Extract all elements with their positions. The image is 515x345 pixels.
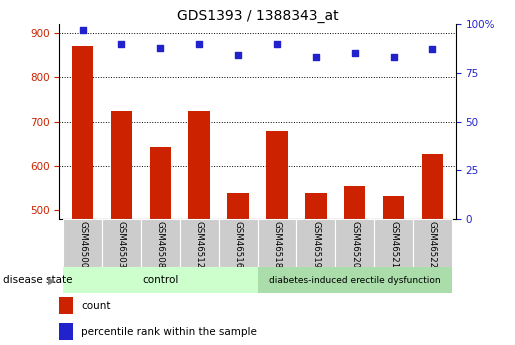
Point (351, 51, 359, 56)
Bar (258, 267, 452, 293)
Bar (227, 194, 249, 219)
Bar (63, 219, 102, 267)
Bar (63, 267, 258, 293)
Bar (296, 219, 335, 267)
Point (312, 55, 320, 60)
Bar (374, 219, 413, 267)
Bar (335, 219, 374, 267)
Text: GSM46500: GSM46500 (78, 220, 87, 268)
Point (389, 55, 398, 60)
Point (156, 45, 164, 50)
Text: disease state: disease state (3, 276, 72, 285)
Text: GSM46522: GSM46522 (428, 220, 437, 268)
Bar (266, 131, 288, 219)
Bar (422, 154, 443, 219)
Bar (102, 219, 141, 267)
Point (195, 41, 203, 47)
Text: GSM46521: GSM46521 (389, 220, 398, 268)
Text: GSM46519: GSM46519 (311, 220, 320, 268)
Bar (305, 193, 327, 219)
Text: count: count (81, 301, 111, 310)
Point (273, 41, 281, 47)
Point (117, 41, 126, 47)
Bar (188, 111, 210, 219)
Title: GDS1393 / 1388343_at: GDS1393 / 1388343_at (177, 9, 338, 23)
Text: diabetes-induced erectile dysfunction: diabetes-induced erectile dysfunction (269, 276, 440, 285)
Text: GSM46503: GSM46503 (117, 220, 126, 268)
Bar (72, 46, 93, 219)
Bar (258, 219, 296, 267)
Point (234, 52, 242, 58)
Text: control: control (142, 275, 179, 285)
Text: GSM46512: GSM46512 (195, 220, 204, 268)
Text: GSM46508: GSM46508 (156, 220, 165, 268)
Bar (413, 219, 452, 267)
Bar (141, 219, 180, 267)
Bar (59, 323, 73, 340)
Text: GSM46516: GSM46516 (234, 220, 243, 268)
Bar (383, 196, 404, 219)
Bar (219, 219, 258, 267)
Point (78, 27, 87, 33)
Text: ▶: ▶ (47, 276, 55, 285)
Bar (344, 186, 365, 219)
Text: GSM46520: GSM46520 (350, 220, 359, 268)
Bar (150, 147, 171, 219)
Text: GSM46518: GSM46518 (272, 220, 281, 268)
Bar (111, 110, 132, 219)
Point (428, 47, 437, 52)
Bar (180, 219, 219, 267)
Text: percentile rank within the sample: percentile rank within the sample (81, 327, 257, 336)
Bar (59, 297, 73, 314)
